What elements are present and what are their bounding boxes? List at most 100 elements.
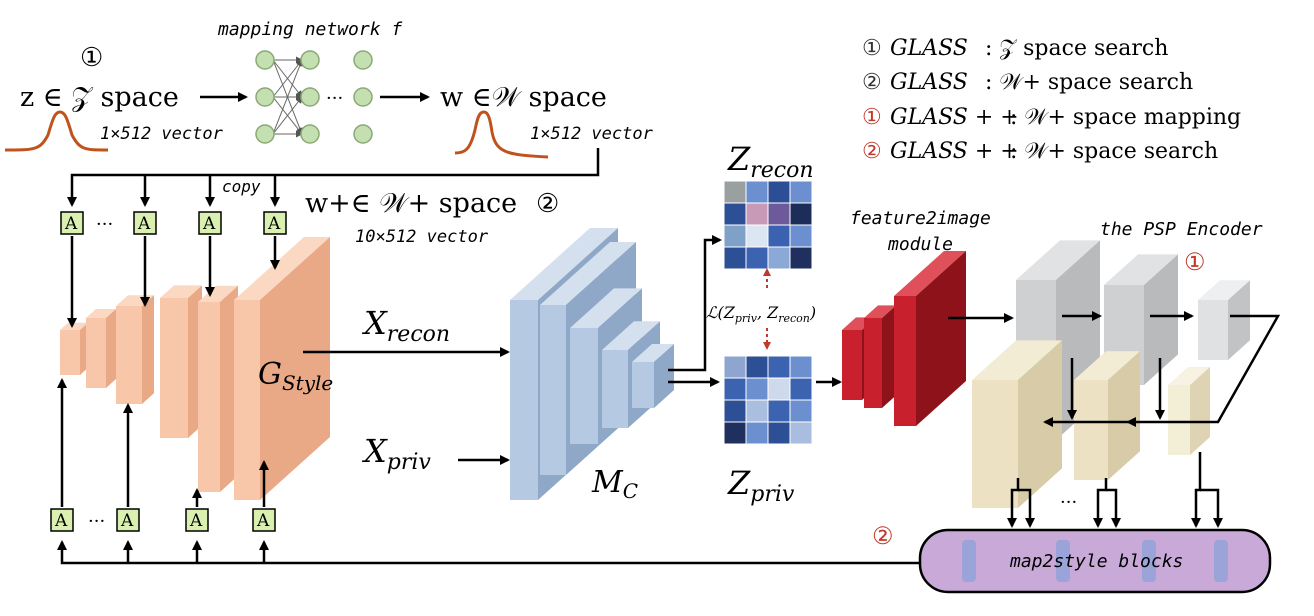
legend-description: : 𝒲+ space search (1010, 139, 1218, 164)
latent-cell (745, 399, 769, 423)
latent-cell (789, 246, 813, 270)
classifier-label: MC (591, 465, 638, 503)
generator-label: GStyle (258, 357, 333, 395)
svg-text:A: A (267, 214, 281, 234)
legend-badge: ② (862, 69, 882, 94)
latent-cell (789, 224, 813, 248)
map2style-inner-blocks (962, 540, 1228, 582)
latent-cell (745, 355, 769, 379)
classifier-stack (510, 228, 674, 500)
mapping-node (255, 124, 275, 144)
svg-text:A: A (120, 511, 134, 531)
generator-layer (86, 309, 116, 388)
z-space-group: ① z ∈ 𝒵 space 1×512 vector (4, 42, 224, 152)
legend: ① GLASS: 𝒵 space search ② GLASS: 𝒲+ space s… (862, 35, 1241, 164)
mapping-node (300, 50, 320, 70)
latent-cell (745, 180, 769, 204)
bottom-a-arrows (57, 378, 269, 507)
latent-cell (767, 421, 791, 445)
mapping-node (255, 87, 275, 107)
generator-stack (60, 237, 330, 500)
map2style-block (1056, 540, 1070, 582)
mapping-node (353, 50, 373, 70)
feature2image-label: feature2image (850, 208, 991, 229)
copy-label: copy (222, 177, 261, 196)
map2style-blocks (918, 528, 1272, 594)
latent-cell (745, 202, 769, 226)
psp-encoder-badge: ① (1184, 249, 1206, 276)
classifier-output-arrows (668, 235, 722, 387)
generator-layer (198, 285, 238, 492)
legend-method: GLASS (890, 70, 968, 95)
generator-layer (160, 285, 202, 438)
w-gaussian-icon (454, 110, 549, 159)
style-affine-a-box: A (50, 508, 74, 532)
bottom-a-dots: ··· (88, 511, 105, 532)
latent-cell (723, 421, 747, 445)
w-space-group: w ∈𝒲 space 1×512 vector (440, 82, 654, 159)
legend-item: ② GLASS + +: 𝒲+ space search (862, 138, 1218, 164)
latent-cell (767, 399, 791, 423)
style-affine-a-box: A (263, 211, 287, 235)
z-vector-label: 1×512 vector (100, 124, 224, 144)
x-priv-label: Xpriv (361, 432, 431, 475)
map2style-block (962, 540, 976, 582)
z-space-label: z ∈ 𝒵 space (20, 82, 179, 113)
latent-cell (767, 180, 791, 204)
mapping-node (353, 87, 373, 107)
latent-cell (723, 355, 747, 379)
style-affine-a-box: A (198, 211, 222, 235)
svg-text:A: A (54, 511, 68, 531)
x-recon-label: Xrecon (361, 304, 450, 347)
a-boxes: A A A A A A A A (50, 211, 287, 532)
feature2image-layer (864, 305, 896, 408)
top-a-dots: ··· (96, 214, 113, 235)
w-vector-label: 1×512 vector (530, 124, 654, 144)
legend-badge: ① (862, 104, 882, 129)
latent-cell (789, 355, 813, 379)
wplus-space-badge: ② (536, 188, 559, 218)
latent-cell (789, 421, 813, 445)
latent-cell (767, 355, 791, 379)
map2style-label: map2style blocks (1009, 551, 1183, 572)
psp-arrows (1007, 311, 1281, 528)
latent-cell (723, 246, 747, 270)
mapping-node (255, 50, 275, 70)
svg-text:A: A (189, 511, 203, 531)
latent-cell (745, 377, 769, 401)
style-affine-a-box: A (133, 211, 157, 235)
latent-cell (745, 421, 769, 445)
map2style-block (1142, 540, 1156, 582)
psp-dots: ··· (1060, 492, 1077, 513)
legend-description: : 𝒵 space search (985, 36, 1168, 61)
latent-cell (789, 399, 813, 423)
latent-cell (767, 202, 791, 226)
classifier-layer (632, 344, 674, 408)
wplus-space-label: w+∈ 𝒲+ space (305, 188, 517, 219)
mapping-network-label: mapping network f (217, 19, 402, 40)
svg-text:A: A (202, 214, 216, 234)
a-to-generator-arrows (67, 236, 280, 328)
psp-decoder-layer (972, 340, 1062, 508)
style-affine-a-box: A (60, 211, 84, 235)
mapping-network: mapping network f ··· (217, 19, 402, 144)
wplus-vector-label: 10×512 vector (355, 227, 489, 247)
legend-description: : 𝒲+ space mapping (1010, 105, 1241, 130)
latent-cell (789, 180, 813, 204)
legend-method: GLASS + + (890, 139, 1019, 164)
style-affine-a-box: A (252, 508, 276, 532)
mapping-node (300, 87, 320, 107)
latent-cell (745, 246, 769, 270)
latent-cell (723, 180, 747, 204)
legend-description: : 𝒲+ space search (985, 70, 1193, 95)
legend-method: GLASS + + (890, 105, 1019, 130)
z-priv-label: Zpriv (727, 464, 795, 507)
z-space-badge: ① (80, 42, 103, 72)
latent-cell (789, 202, 813, 226)
psp-decoder-layer (1074, 351, 1140, 480)
style-affine-a-box: A (116, 508, 140, 532)
latent-cell (789, 377, 813, 401)
loss-label: ℒ(Zpriv, Zrecon) (706, 303, 816, 325)
svg-text:A: A (256, 511, 270, 531)
